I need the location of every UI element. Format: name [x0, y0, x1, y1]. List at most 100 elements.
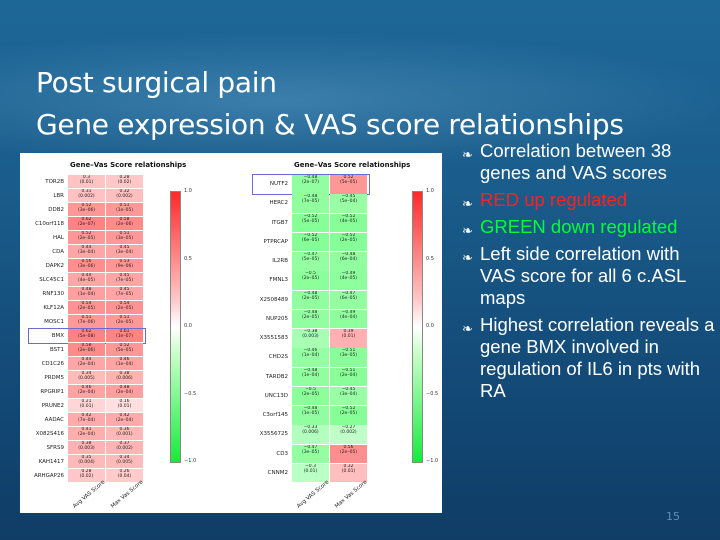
cell-correlation: 0.58 [81, 343, 92, 348]
heatmap-cell: 0.26 (0.04) [106, 469, 143, 483]
cell-correlation: −0.49 [341, 309, 356, 315]
cell-pvalue: (4e–04) [339, 314, 358, 320]
heatmap-cell: 0.62 (5e–08) [68, 329, 105, 343]
heatmap-cell: −0.3 (0.01) [292, 463, 329, 483]
heatmap-cell: −0.48 (2e–05) [292, 309, 329, 329]
heatmap-cell: −0.47 (3e–05) [292, 444, 329, 464]
cell-correlation: 0.62 [81, 329, 92, 334]
cell-pvalue: (0.004) [78, 460, 95, 465]
heatmap-cell: 0.52 (3e–06) [68, 203, 105, 217]
cell-pvalue: (5e–05) [339, 180, 358, 185]
cell-pvalue: (2e–04) [339, 372, 358, 378]
cell-pvalue: (0.005) [78, 376, 95, 381]
heatmap-cell: 0.42 (7e–04) [68, 413, 105, 427]
gene-label: TOR2B [45, 178, 64, 185]
gene-label: CHD2S [268, 354, 288, 361]
heatmap-cell: 0.52 (5e–05) [106, 343, 143, 357]
cell-pvalue: (0.002) [116, 194, 133, 199]
heatmap-cell: 0.28 (0.02) [106, 175, 143, 189]
cell-pvalue: (2e–04) [77, 390, 96, 395]
heatmap-cell: 0.51 (2e–05) [106, 315, 143, 329]
cell-correlation: −0.48 [303, 194, 318, 200]
heatmap-cell: 0.44 (4e–05) [68, 273, 105, 287]
slide-title-line1: Post surgical pain [36, 66, 277, 99]
gene-label: MOSC1 [44, 318, 64, 325]
cell-correlation: −0.48 [303, 175, 318, 180]
cell-correlation: −0.45 [341, 386, 356, 392]
cell-correlation: 0.42 [119, 413, 130, 418]
cell-correlation: 0.52 [119, 343, 130, 348]
cell-pvalue: (2e–04) [77, 432, 96, 437]
heatmap-cell: −0.47 (5e–05) [292, 252, 329, 271]
heatmap-cell: 0.58 (2e–06) [68, 343, 105, 357]
cell-pvalue: (4e–05) [77, 278, 96, 283]
cell-correlation: 0.46 [81, 385, 92, 390]
cell-pvalue: (5e–08) [77, 334, 96, 339]
cell-correlation: −0.48 [303, 309, 318, 315]
cell-pvalue: (0.006) [116, 376, 133, 381]
heatmap-cell: 0.16 (0.01) [106, 399, 143, 413]
colorbar-tick: 0.0 [184, 323, 192, 329]
cell-correlation: 0.52 [81, 231, 92, 236]
cell-correlation: 0.34 [119, 455, 130, 460]
highlight-box [252, 174, 370, 196]
cell-correlation: 0.52 [81, 203, 92, 208]
cell-pvalue: (0.003) [78, 446, 95, 451]
heatmap-cell: 0.53 (9e–06) [106, 259, 143, 273]
cell-correlation: 0.58 [119, 217, 130, 222]
heatmap-cell: 0.35 (0.004) [68, 455, 105, 469]
gene-label: SLC45C1 [39, 276, 64, 283]
cell-correlation: −0.51 [341, 367, 356, 373]
colorbar-tick: 0.0 [426, 323, 434, 329]
cell-pvalue: (2e–05) [115, 306, 134, 311]
cell-correlation: −0.52 [303, 232, 318, 238]
cell-correlation: 0.56 [81, 259, 92, 264]
column-label: Max Vas Score [110, 479, 145, 510]
heatmap-cell: 0.62 (2e–07) [68, 217, 105, 231]
cell-correlation: 0.28 [119, 175, 130, 180]
cell-pvalue: (1e–07) [115, 334, 134, 339]
cell-correlation: 0.3 [82, 175, 91, 180]
cell-pvalue: (1e–04) [301, 372, 320, 378]
cell-correlation: 0.45 [119, 273, 130, 278]
cell-correlation: −0.49 [341, 271, 356, 277]
heatmap-cell: −0.48 (1e–05) [292, 406, 329, 425]
bullet-swirl-icon: ❧ [462, 147, 473, 162]
cell-pvalue: (0.02) [117, 180, 132, 185]
heatmap-cell: −0.33 (0.006) [292, 425, 329, 444]
cell-correlation: 0.32 [119, 189, 130, 194]
cell-pvalue: (1e–05) [301, 411, 320, 416]
gene-label: RPGRIP1 [40, 388, 64, 395]
heatmap-cell: −0.27 (0.002) [330, 425, 367, 444]
heatmap-cell: −0.48 (1e–04) [292, 367, 329, 387]
colorbar [170, 191, 181, 463]
bullet-list: ❧ Correlation between 38 genes and VAS sc… [458, 140, 720, 407]
heatmap-cell: 0.56 (3e–06) [68, 259, 105, 273]
cell-correlation: −0.5 [305, 271, 316, 277]
column-label: Max Vas Score [334, 479, 369, 510]
cell-pvalue: (4e–05) [339, 276, 358, 282]
heatmap-cell: −0.52 (2e–05) [330, 232, 367, 252]
cell-pvalue: (7e–05) [115, 292, 134, 297]
gene-label: CD1C26 [41, 360, 64, 367]
heatmap-cell: 0.52 (5e–05) [330, 175, 367, 194]
heatmap-cell: −0.45 (3e–04) [330, 386, 367, 406]
cell-correlation: 0.38 [81, 441, 92, 446]
cell-pvalue: (0.02) [79, 474, 94, 479]
heatmap-cell: −0.38 (0.003) [292, 329, 329, 348]
cell-pvalue: (3e–04) [77, 250, 96, 255]
cell-pvalue: (2e–05) [339, 237, 358, 243]
heatmap-cell: 0.58 (2e–06) [106, 217, 143, 231]
gene-label: ITGB7 [271, 219, 288, 226]
cell-correlation: 0.51 [119, 315, 130, 320]
column-label: Avg VAS Score [296, 479, 331, 510]
cell-correlation: −0.3 [305, 463, 316, 469]
gene-label: KAH1417 [38, 458, 64, 465]
cell-correlation: 0.54 [119, 301, 130, 306]
gene-label: C3orf145 [262, 412, 288, 419]
bullet-item: ❧ Highest correlation reveals a gene BMX … [458, 314, 720, 402]
cell-pvalue: (3e–05) [301, 449, 320, 455]
heatmap-cell: −0.52 (4e–05) [330, 213, 367, 233]
cell-correlation: 0.16 [119, 399, 130, 404]
